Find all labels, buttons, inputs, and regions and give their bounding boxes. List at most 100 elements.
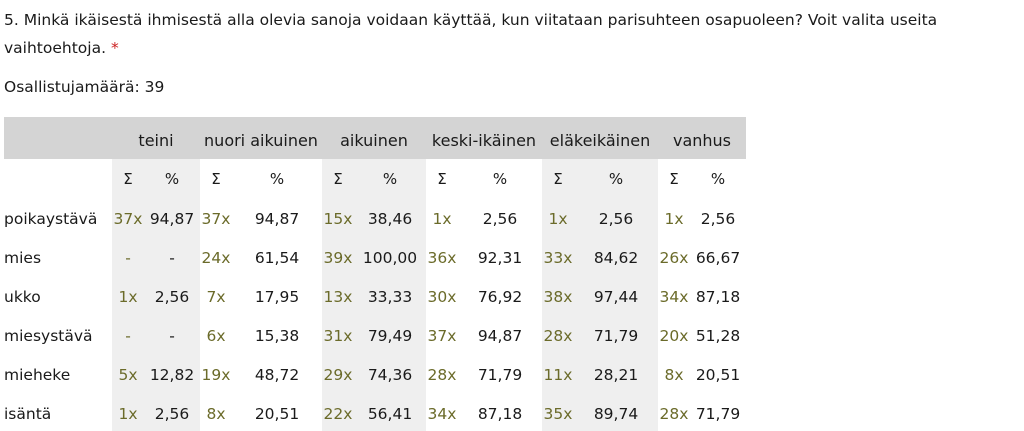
count-cell: 29x bbox=[322, 355, 354, 394]
row-label: mies bbox=[4, 248, 42, 267]
count-cell: 1x bbox=[112, 394, 144, 431]
percent-cell: 2,56 bbox=[144, 394, 200, 431]
results-table: teini nuori aikuinen aikuinen keski-ikäi… bbox=[4, 117, 746, 431]
required-mark: * bbox=[110, 39, 119, 57]
pct-header: % bbox=[710, 170, 726, 188]
pct-header: % bbox=[574, 159, 658, 199]
table-body: poikaystävä 37x 94,87 37x 94,87 15x 38,46 1x 2,5… bbox=[4, 199, 746, 431]
count-cell: 11x bbox=[542, 355, 574, 394]
sum-header: Σ bbox=[112, 159, 144, 199]
percent-cell: 20,51 bbox=[695, 365, 741, 384]
percent-cell: 2,56 bbox=[482, 209, 518, 228]
count-cell: 1x bbox=[542, 199, 574, 238]
percent-cell: 79,49 bbox=[354, 316, 426, 355]
count-cell: 1x bbox=[432, 209, 452, 228]
sum-header: Σ bbox=[211, 170, 221, 188]
percent-cell: 66,67 bbox=[695, 248, 741, 267]
table-row: ukko 1x 2,56 7x 17,95 13x 33,33 30x 76,92 38x 97,4… bbox=[4, 277, 746, 316]
percent-cell: 94,87 bbox=[144, 199, 200, 238]
percent-cell: 71,79 bbox=[574, 316, 658, 355]
count-cell: 1x bbox=[112, 277, 144, 316]
percent-cell: 94,87 bbox=[477, 326, 523, 345]
percent-cell: 2,56 bbox=[144, 277, 200, 316]
percent-cell: 76,92 bbox=[477, 287, 523, 306]
table-row: miesystävä - -6x 15,38 31x 79,49 37x 94,87 28x 71… bbox=[4, 316, 746, 355]
count-cell: 22x bbox=[322, 394, 354, 431]
percent-cell: 12,82 bbox=[144, 355, 200, 394]
count-cell: 28x bbox=[542, 316, 574, 355]
count-cell: 37x bbox=[112, 199, 144, 238]
percent-cell: 97,44 bbox=[574, 277, 658, 316]
percent-cell: 33,33 bbox=[354, 277, 426, 316]
count-cell: 7x bbox=[206, 287, 226, 306]
group-header: nuori aikuinen bbox=[200, 117, 322, 159]
count-cell: - bbox=[112, 316, 144, 355]
row-label: miesystävä bbox=[4, 326, 93, 345]
count-cell: 1x bbox=[664, 209, 684, 228]
percent-cell: 48,72 bbox=[254, 365, 300, 384]
percent-cell: 38,46 bbox=[354, 199, 426, 238]
count-cell: 39x bbox=[322, 238, 354, 277]
percent-cell: 15,38 bbox=[254, 326, 300, 345]
count-cell: 33x bbox=[542, 238, 574, 277]
percent-cell: 20,51 bbox=[254, 404, 300, 423]
row-label: mieheke bbox=[4, 365, 71, 384]
count-cell: 8x bbox=[206, 404, 226, 423]
percent-cell: 71,79 bbox=[477, 365, 523, 384]
count-cell: 37x bbox=[201, 209, 231, 228]
participant-count: Osallistujamäärä: 39 bbox=[4, 78, 165, 96]
count-cell: 20x bbox=[659, 326, 689, 345]
row-label: isäntä bbox=[4, 404, 52, 423]
group-header: teini bbox=[112, 117, 200, 159]
percent-cell: 51,28 bbox=[695, 326, 741, 345]
count-cell: 5x bbox=[112, 355, 144, 394]
count-cell: 34x bbox=[427, 404, 457, 423]
count-cell: 8x bbox=[664, 365, 684, 384]
percent-cell: 94,87 bbox=[254, 209, 300, 228]
row-label: poikaystävä bbox=[4, 209, 98, 228]
sum-header: Σ bbox=[437, 170, 447, 188]
sum-header: Σ bbox=[669, 170, 679, 188]
table-row: mieheke 5x 12,82 19x 48,72 29x 74,36 28x 71,79 11… bbox=[4, 355, 746, 394]
percent-cell: 74,36 bbox=[354, 355, 426, 394]
count-cell: 28x bbox=[427, 365, 457, 384]
percent-cell: 84,62 bbox=[574, 238, 658, 277]
percent-cell: 2,56 bbox=[700, 209, 736, 228]
percent-cell: 56,41 bbox=[354, 394, 426, 431]
group-header: keski-ikäinen bbox=[426, 117, 542, 159]
sum-header: Σ bbox=[542, 159, 574, 199]
percent-cell: - bbox=[144, 238, 200, 277]
count-cell: 38x bbox=[542, 277, 574, 316]
sum-header: Σ bbox=[322, 159, 354, 199]
count-cell: 30x bbox=[427, 287, 457, 306]
pct-header: % bbox=[492, 170, 508, 188]
percent-cell: 87,18 bbox=[477, 404, 523, 423]
count-cell: 37x bbox=[427, 326, 457, 345]
group-header: aikuinen bbox=[322, 117, 426, 159]
table-row: isäntä 1x 2,56 8x 20,51 22x 56,41 34x 87,18 35x 89… bbox=[4, 394, 746, 431]
corner-cell bbox=[4, 117, 112, 159]
count-cell: 36x bbox=[427, 248, 457, 267]
pct-header: % bbox=[269, 170, 285, 188]
question-text: 5. Minkä ikäisestä ihmisestä alla olevia… bbox=[4, 6, 1020, 62]
count-cell: - bbox=[112, 238, 144, 277]
row-label-spacer bbox=[4, 159, 112, 199]
count-cell: 26x bbox=[659, 248, 689, 267]
percent-cell: 87,18 bbox=[695, 287, 741, 306]
percent-cell: 2,56 bbox=[574, 199, 658, 238]
pct-header: % bbox=[144, 159, 200, 199]
count-cell: 19x bbox=[201, 365, 231, 384]
group-header: eläkeikäinen bbox=[542, 117, 658, 159]
percent-cell: 92,31 bbox=[477, 248, 523, 267]
percent-cell: 100,00 bbox=[354, 238, 426, 277]
group-header-row: teini nuori aikuinen aikuinen keski-ikäi… bbox=[4, 117, 746, 159]
percent-cell: 89,74 bbox=[574, 394, 658, 431]
question-label: 5. Minkä ikäisestä ihmisestä alla olevia… bbox=[4, 11, 938, 57]
count-cell: 34x bbox=[659, 287, 689, 306]
pct-header: % bbox=[354, 159, 426, 199]
count-cell: 24x bbox=[201, 248, 231, 267]
count-cell: 15x bbox=[322, 199, 354, 238]
count-cell: 28x bbox=[659, 404, 689, 423]
count-cell: 13x bbox=[322, 277, 354, 316]
percent-cell: 61,54 bbox=[254, 248, 300, 267]
